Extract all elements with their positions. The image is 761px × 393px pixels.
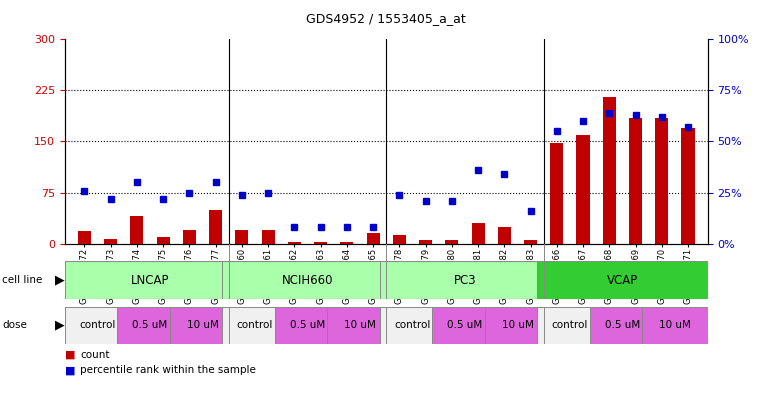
Bar xyxy=(590,307,655,344)
Text: control: control xyxy=(237,320,273,330)
Text: ■: ■ xyxy=(65,365,75,375)
Text: GDS4952 / 1553405_a_at: GDS4952 / 1553405_a_at xyxy=(307,12,466,25)
Bar xyxy=(65,307,130,344)
Bar xyxy=(642,307,708,344)
Text: 10 uM: 10 uM xyxy=(501,320,533,330)
Text: control: control xyxy=(552,320,588,330)
Bar xyxy=(603,97,616,244)
Text: 10 uM: 10 uM xyxy=(659,320,691,330)
Bar xyxy=(380,307,445,344)
Bar xyxy=(275,307,340,344)
Text: 0.5 uM: 0.5 uM xyxy=(132,320,167,330)
Text: count: count xyxy=(80,350,110,360)
Bar xyxy=(117,307,183,344)
Bar xyxy=(340,242,353,244)
Bar xyxy=(327,307,393,344)
Text: ■: ■ xyxy=(65,350,75,360)
Text: dose: dose xyxy=(2,320,27,330)
Text: LNCAP: LNCAP xyxy=(131,274,169,286)
Bar xyxy=(537,307,603,344)
Bar xyxy=(314,242,327,244)
Bar xyxy=(380,261,550,299)
Bar xyxy=(209,209,222,244)
Bar xyxy=(288,242,301,244)
Bar xyxy=(104,239,117,244)
Bar xyxy=(222,261,393,299)
Bar xyxy=(655,118,668,244)
Bar xyxy=(78,231,91,244)
Bar xyxy=(183,230,196,244)
Text: 0.5 uM: 0.5 uM xyxy=(290,320,325,330)
Bar xyxy=(550,143,563,244)
Text: ▶: ▶ xyxy=(55,274,65,286)
Bar xyxy=(130,217,143,244)
Bar xyxy=(432,307,498,344)
Text: NCIH660: NCIH660 xyxy=(282,274,333,286)
Text: control: control xyxy=(394,320,431,330)
Bar xyxy=(498,227,511,244)
Bar xyxy=(170,307,235,344)
Text: PC3: PC3 xyxy=(454,274,476,286)
Bar xyxy=(524,240,537,244)
Bar xyxy=(222,307,288,344)
Bar xyxy=(393,235,406,244)
Text: ▶: ▶ xyxy=(55,319,65,332)
Bar xyxy=(262,230,275,244)
Bar xyxy=(65,261,235,299)
Bar xyxy=(367,233,380,244)
Text: 0.5 uM: 0.5 uM xyxy=(447,320,482,330)
Bar xyxy=(472,223,485,244)
Text: VCAP: VCAP xyxy=(607,274,638,286)
Bar xyxy=(157,237,170,244)
Bar xyxy=(485,307,550,344)
Text: percentile rank within the sample: percentile rank within the sample xyxy=(80,365,256,375)
Bar xyxy=(419,240,432,244)
Text: 10 uM: 10 uM xyxy=(344,320,376,330)
Bar xyxy=(445,240,458,244)
Bar xyxy=(682,128,695,244)
Bar xyxy=(577,135,590,244)
Text: control: control xyxy=(79,320,116,330)
Bar xyxy=(235,230,248,244)
Bar xyxy=(629,118,642,244)
Text: 0.5 uM: 0.5 uM xyxy=(605,320,640,330)
Text: cell line: cell line xyxy=(2,275,43,285)
Text: 10 uM: 10 uM xyxy=(186,320,218,330)
Bar xyxy=(537,261,708,299)
